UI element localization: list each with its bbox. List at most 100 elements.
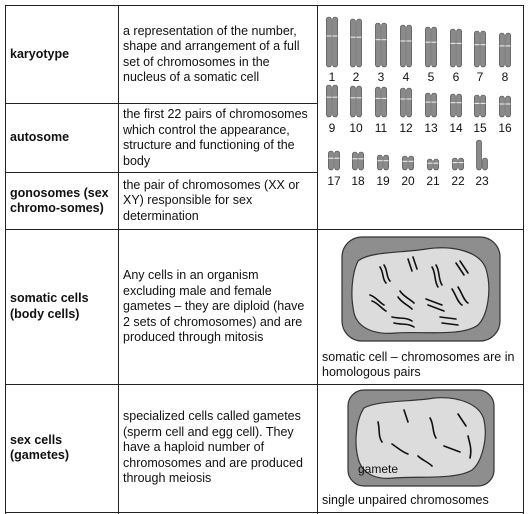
bottom-cell-borders: [5, 506, 524, 514]
gamete-nucleus: [355, 397, 486, 479]
chromosome-number: 9: [329, 121, 336, 135]
chromosome: [356, 85, 362, 118]
chromosome-number: 20: [401, 174, 415, 188]
chromosome: [476, 139, 482, 171]
table-row: gonosomes (sex chromo-somes) the pair of…: [5, 172, 524, 230]
table-row: autosome the first 22 pairs of chromosom…: [5, 103, 524, 173]
chromosome-number: 22: [451, 174, 465, 188]
gamete-diagram: gamete: [347, 389, 495, 487]
chromosome: [326, 84, 332, 118]
chromosome-number: 6: [453, 70, 460, 84]
chromosome-number: 4: [403, 70, 410, 84]
term-autosome: autosome: [5, 103, 119, 173]
chromosome: [332, 84, 338, 118]
chromosome-number: 18: [351, 174, 365, 188]
chromosome: [326, 16, 332, 68]
chromosome: [381, 22, 387, 68]
chromosome-number: 7: [477, 70, 484, 84]
chromosome: [427, 158, 433, 171]
chromosome: [474, 94, 480, 118]
chromosome: [352, 151, 358, 171]
chromosome: [377, 154, 383, 171]
chromosome-number: 12: [399, 121, 413, 135]
chromosome: [402, 155, 408, 171]
chromosome: [358, 151, 364, 171]
chromosome: [406, 24, 412, 68]
somatic-cell-diagram: [341, 236, 501, 342]
def-autosome: the first 22 pairs of chromosomes which …: [118, 103, 318, 173]
chromosome-pairs: [369, 256, 469, 328]
karyotype-image-cell: 1 2 3 4 5 6 7 8 9 10 11 12 13 14 15: [317, 5, 524, 230]
table-row: somatic cells (body cells) Any cells in …: [5, 229, 524, 385]
chromosome-number: 14: [449, 121, 463, 135]
chromosome: [375, 86, 381, 118]
chromosome: [433, 158, 439, 171]
chromosome: [350, 85, 356, 118]
chromosome-number: 3: [378, 70, 385, 84]
chromosome: [383, 154, 389, 171]
def-gonosomes: the pair of chromosomes (XX or XY) respo…: [118, 172, 318, 230]
chromosome-number: 1: [329, 70, 336, 84]
border-line: [118, 506, 119, 514]
chromosome: [408, 155, 414, 171]
chromosome: [400, 24, 406, 68]
chromosome: [431, 26, 437, 68]
chromosome: [381, 86, 387, 118]
def-sex-cells: specialized cells called gametes (sperm …: [118, 383, 318, 513]
chromosome-number: 19: [376, 174, 390, 188]
chromosome: [400, 87, 406, 118]
chromosome: [332, 16, 338, 68]
single-chromosomes: [377, 409, 472, 467]
border-line: [5, 506, 6, 514]
chromosome: [480, 30, 486, 68]
chromosome-numbers-row1: 1 2 3 4 5 6 7 8: [329, 70, 509, 84]
chromosome-number: 17: [327, 174, 341, 188]
term-gonosomes: gonosomes (sex chromo-somes): [5, 172, 119, 230]
chromosome: [450, 28, 456, 68]
chromosome: [431, 92, 437, 118]
chromosome-number: 2: [353, 70, 360, 84]
chromosome: [328, 150, 334, 171]
chromosome-number: 10: [349, 121, 363, 135]
gamete-image-cell: gamete single unpaired chromosomes: [317, 383, 524, 513]
karyotype-diagram: 1 2 3 4 5 6 7 8 9 10 11 12 13 14 15: [326, 16, 512, 188]
glossary-table: karyotype a representation of the number…: [5, 5, 524, 513]
term-sex-cells: sex cells (gametes): [5, 383, 119, 513]
chromosome: [505, 95, 511, 118]
chromosome-number: 15: [473, 121, 487, 135]
chromosome: [499, 95, 505, 118]
table-row: karyotype a representation of the number…: [5, 5, 524, 230]
chromosome-number: 21: [426, 174, 440, 188]
somatic-cell-caption: somatic cell – chromosomes are in homolo…: [322, 349, 515, 380]
chromosome: [356, 18, 362, 68]
border-line: [523, 506, 524, 514]
chromosome: [482, 157, 488, 171]
chromosome: [425, 26, 431, 68]
chromosome: [458, 157, 464, 171]
chromosome: [499, 32, 505, 68]
chromosome: [505, 32, 511, 68]
table-row: sex cells (gametes) specialized cells ca…: [5, 383, 524, 513]
chromosome: [456, 28, 462, 68]
border-line: [317, 506, 318, 514]
chromosome: [425, 92, 431, 118]
chromosome: [334, 150, 340, 171]
term-karyotype: karyotype: [5, 5, 119, 104]
chromosome: [474, 30, 480, 68]
chromosome: [375, 22, 381, 68]
def-somatic-cells: Any cells in an organism excluding male …: [118, 229, 318, 385]
chromosome-numbers-row3: 17 18 19 20 21 22 23: [327, 174, 489, 188]
chromosome: [480, 94, 486, 118]
chromosome: [452, 157, 458, 171]
chromosome-number: 23: [475, 174, 489, 188]
term-somatic-cells: somatic cells (body cells): [5, 229, 119, 385]
chromosome-number: 5: [428, 70, 435, 84]
chromosome: [450, 93, 456, 118]
gamete-caption: single unpaired chromosomes: [322, 492, 489, 507]
somatic-cell-image-cell: somatic cell – chromosomes are in homolo…: [317, 229, 524, 385]
gamete-label: gamete: [358, 462, 398, 476]
def-karyotype: a representation of the number, shape an…: [118, 5, 318, 104]
chromosome: [350, 18, 356, 68]
chromosome: [406, 87, 412, 118]
chromosome-number: 16: [498, 121, 512, 135]
